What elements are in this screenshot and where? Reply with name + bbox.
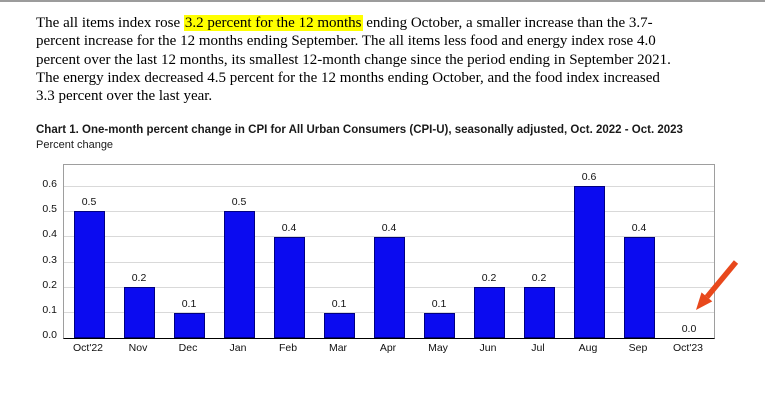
chart: 0.0 0.1 0.2 0.3 0.4 0.5 0.6 0.5 0.2 0.1 0.5 0.4 0.1… xyxy=(0,159,765,369)
bar-value-label: 0.4 xyxy=(631,221,647,234)
y-tick-label: 0.0 xyxy=(42,329,57,342)
x-tick-label: Jan xyxy=(229,342,247,355)
bar xyxy=(573,186,605,339)
plot-area: 0.5 0.2 0.1 0.5 0.4 0.1 0.4 0.1 0.2 0.2 0.6 0.4 0.0 xyxy=(63,164,715,340)
x-tick-label: Aug xyxy=(578,342,598,355)
bar-slot: 0.5 xyxy=(64,165,114,339)
gridline xyxy=(64,210,714,212)
bar xyxy=(173,313,205,339)
highlighted-text: 3.2 percent for the 12 months xyxy=(183,15,363,31)
x-tick-label: Dec xyxy=(178,342,198,355)
bar-slot: 0.6 xyxy=(564,165,614,339)
page-top-divider xyxy=(0,0,765,2)
bar-slot: 0.2 xyxy=(514,165,564,339)
y-tick-label: 0.6 xyxy=(42,177,57,190)
bar-value-label: 0.5 xyxy=(231,195,247,208)
bar-value-label: 0.1 xyxy=(431,297,447,310)
paragraph-text-post: ending October, a smaller increase than … xyxy=(36,15,671,105)
x-tick-label: Jul xyxy=(531,342,545,355)
bar xyxy=(223,211,255,339)
bar xyxy=(273,237,305,339)
x-tick-label: Sep xyxy=(628,342,648,355)
bar xyxy=(323,313,355,339)
bar-slot: 0.4 xyxy=(264,165,314,339)
bar-value-label: 0.0 xyxy=(681,322,697,335)
bar-value-label: 0.2 xyxy=(131,271,147,284)
bar-slot: 0.4 xyxy=(364,165,414,339)
y-tick-label: 0.2 xyxy=(42,278,57,291)
x-tick-label: Apr xyxy=(379,342,397,355)
x-tick-label: May xyxy=(428,342,448,355)
bar-slot: 0.2 xyxy=(114,165,164,339)
x-axis-labels: Oct'22 Nov Dec Jan Feb Mar Apr May Jun Jul Aug Sep O… xyxy=(63,342,713,354)
x-tick-label: Jun xyxy=(479,342,497,355)
intro-paragraph: The all items index rose 3.2 percent for… xyxy=(36,14,681,105)
x-tick-label: Nov xyxy=(128,342,148,355)
y-tick-label: 0.4 xyxy=(42,228,57,241)
bar-value-label: 0.2 xyxy=(481,271,497,284)
bars: 0.5 0.2 0.1 0.5 0.4 0.1 0.4 0.1 0.2 0.2 0.6 0.4 0.0 xyxy=(64,165,714,339)
chart-title: Chart 1. One-month percent change in CPI… xyxy=(36,124,683,137)
bar-slot: 0.5 xyxy=(214,165,264,339)
bar xyxy=(623,237,655,339)
bar-value-label: 0.5 xyxy=(81,195,97,208)
y-tick-label: 0.3 xyxy=(42,253,57,266)
bar-value-label: 0.2 xyxy=(531,271,547,284)
bar xyxy=(523,287,555,339)
bar-slot: 0.1 xyxy=(314,165,364,339)
bar-slot: 0.1 xyxy=(414,165,464,339)
y-tick-label: 0.1 xyxy=(42,304,57,317)
gridline xyxy=(64,236,714,238)
bar-value-label: 0.4 xyxy=(381,221,397,234)
bar xyxy=(423,313,455,339)
paragraph-text-pre: The all items index rose xyxy=(36,15,184,31)
x-tick-label: Feb xyxy=(278,342,298,355)
bar-value-label: 0.1 xyxy=(181,297,197,310)
chart-axis-unit-label: Percent change xyxy=(36,139,114,152)
bar-slot: 0.4 xyxy=(614,165,664,339)
bar-slot: 0.1 xyxy=(164,165,214,339)
bar xyxy=(123,287,155,339)
gridline xyxy=(64,185,714,187)
bar-slot: 0.0 xyxy=(664,165,714,338)
y-axis-labels: 0.0 0.1 0.2 0.3 0.4 0.5 0.6 xyxy=(0,164,57,342)
bar xyxy=(473,287,505,339)
x-tick-label: Oct'23 xyxy=(672,342,704,355)
bar-value-label: 0.1 xyxy=(331,297,347,310)
bar-value-label: 0.6 xyxy=(581,170,597,183)
x-tick-label: Oct'22 xyxy=(72,342,104,355)
bar xyxy=(73,211,105,339)
bar-slot: 0.2 xyxy=(464,165,514,339)
y-tick-label: 0.5 xyxy=(42,202,57,215)
x-tick-label: Mar xyxy=(328,342,348,355)
bar xyxy=(373,237,405,339)
bar-value-label: 0.4 xyxy=(281,221,297,234)
